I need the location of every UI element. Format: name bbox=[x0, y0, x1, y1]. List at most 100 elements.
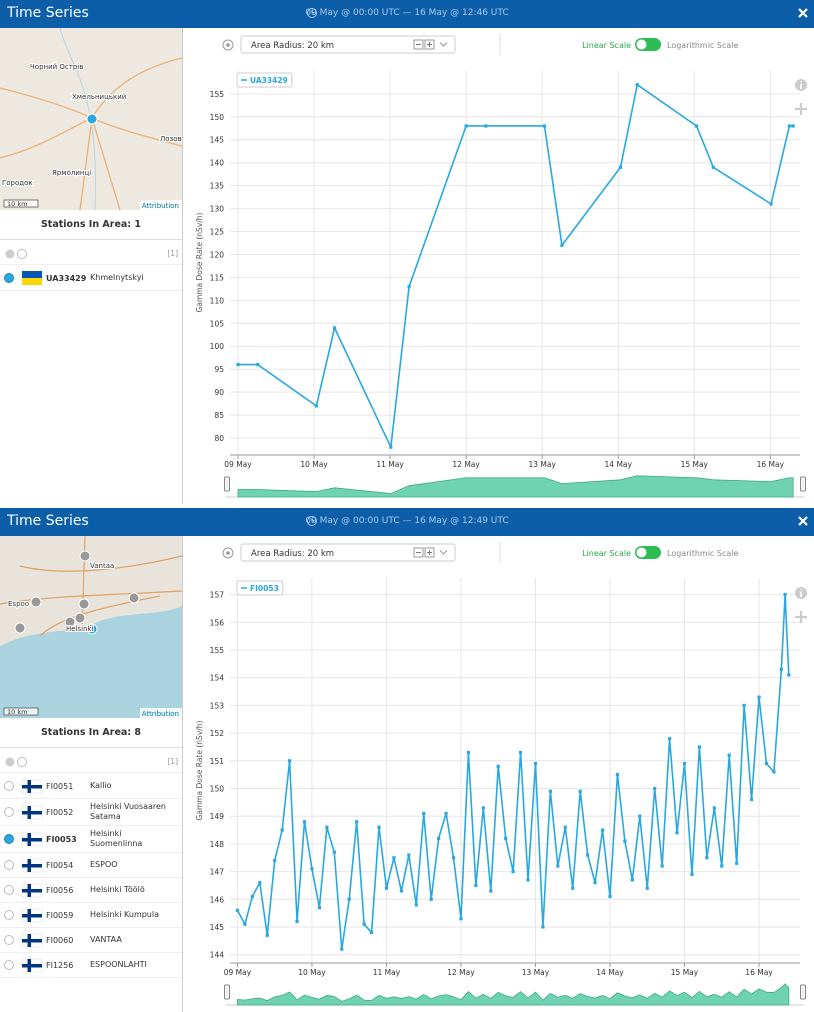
navigator-handle[interactable] bbox=[800, 476, 806, 492]
data-point[interactable] bbox=[749, 797, 754, 802]
data-point[interactable] bbox=[645, 886, 649, 890]
data-point[interactable] bbox=[787, 673, 791, 677]
data-point[interactable] bbox=[764, 761, 769, 766]
station-marker[interactable] bbox=[74, 612, 86, 624]
data-point[interactable] bbox=[735, 861, 739, 865]
radio-all[interactable] bbox=[5, 757, 15, 767]
data-point[interactable] bbox=[399, 889, 403, 893]
navigator-handle[interactable] bbox=[800, 984, 806, 1000]
legend-label[interactable]: UA33429 bbox=[250, 76, 288, 85]
data-point[interactable] bbox=[332, 850, 336, 854]
data-point[interactable] bbox=[288, 759, 292, 763]
data-point[interactable] bbox=[635, 83, 639, 87]
data-point[interactable] bbox=[451, 856, 456, 860]
row-radio[interactable] bbox=[4, 273, 14, 283]
navigator-handle[interactable] bbox=[224, 476, 230, 492]
station-marker[interactable] bbox=[30, 596, 42, 608]
data-point[interactable] bbox=[563, 825, 567, 829]
data-point[interactable] bbox=[258, 881, 262, 885]
data-point[interactable] bbox=[769, 202, 773, 206]
data-point[interactable] bbox=[236, 363, 240, 367]
data-point[interactable] bbox=[464, 124, 468, 128]
data-point[interactable] bbox=[660, 864, 664, 868]
data-point[interactable] bbox=[653, 786, 657, 791]
data-point[interactable] bbox=[638, 814, 642, 818]
data-point[interactable] bbox=[556, 864, 560, 868]
data-point[interactable] bbox=[332, 326, 337, 330]
data-point[interactable] bbox=[791, 124, 795, 128]
data-point[interactable] bbox=[407, 284, 411, 289]
add-icon[interactable] bbox=[795, 103, 807, 115]
data-point[interactable] bbox=[414, 903, 418, 907]
row-radio[interactable] bbox=[4, 807, 14, 817]
map[interactable]: Чорний Острів Хмельницький Лозове Городок Яр… bbox=[0, 28, 182, 210]
data-point[interactable] bbox=[340, 947, 344, 951]
data-point[interactable] bbox=[533, 761, 538, 766]
data-point[interactable] bbox=[317, 906, 322, 910]
data-point[interactable] bbox=[235, 908, 240, 912]
data-point[interactable] bbox=[518, 750, 523, 755]
data-point[interactable] bbox=[310, 867, 314, 871]
radio-none[interactable] bbox=[17, 757, 27, 767]
data-point[interactable] bbox=[280, 828, 284, 832]
station-row[interactable]: FI0053 Helsinki Suomenlinna bbox=[0, 826, 182, 853]
station-marker[interactable] bbox=[79, 550, 91, 562]
data-point[interactable] bbox=[437, 836, 441, 840]
row-radio[interactable] bbox=[4, 834, 14, 844]
data-point[interactable] bbox=[541, 925, 545, 929]
data-point[interactable] bbox=[362, 922, 366, 926]
data-point[interactable] bbox=[779, 667, 783, 672]
data-point[interactable] bbox=[787, 124, 791, 128]
data-point[interactable] bbox=[384, 886, 389, 890]
data-point[interactable] bbox=[369, 930, 374, 935]
data-point[interactable] bbox=[742, 703, 746, 708]
data-point[interactable] bbox=[593, 881, 597, 885]
attribution-link[interactable]: Attribution bbox=[142, 710, 179, 718]
station-row[interactable]: FI0051 Kallio bbox=[0, 774, 182, 799]
station-row[interactable]: FI1256 ESPOONLAHTI bbox=[0, 953, 182, 978]
data-point[interactable] bbox=[697, 745, 702, 749]
data-point[interactable] bbox=[578, 789, 582, 793]
locate-icon[interactable] bbox=[222, 547, 234, 559]
log-scale-label[interactable]: Logarithmic Scale bbox=[667, 549, 738, 558]
radius-select[interactable] bbox=[240, 35, 456, 54]
data-point[interactable] bbox=[757, 695, 761, 699]
add-icon[interactable] bbox=[795, 611, 807, 623]
data-point[interactable] bbox=[243, 922, 247, 926]
data-point[interactable] bbox=[429, 897, 433, 901]
data-point[interactable] bbox=[690, 872, 694, 876]
data-point[interactable] bbox=[256, 363, 260, 367]
station-marker[interactable] bbox=[86, 623, 98, 635]
data-point[interactable] bbox=[392, 856, 396, 860]
data-point[interactable] bbox=[355, 820, 359, 824]
data-point[interactable] bbox=[407, 853, 411, 857]
data-point[interactable] bbox=[459, 917, 463, 921]
data-point[interactable] bbox=[600, 828, 605, 832]
data-point[interactable] bbox=[325, 825, 329, 829]
data-point[interactable] bbox=[783, 593, 787, 597]
data-point[interactable] bbox=[347, 897, 351, 901]
row-radio[interactable] bbox=[4, 781, 14, 791]
radius-select[interactable] bbox=[240, 543, 456, 562]
station-row[interactable]: FI0054 ESPOO bbox=[0, 853, 182, 878]
station-marker[interactable] bbox=[128, 592, 140, 604]
linear-scale-label[interactable]: Linear Scale bbox=[582, 41, 631, 50]
station-row[interactable]: UA33429 Khmelnytskyi bbox=[0, 266, 182, 291]
row-radio[interactable] bbox=[4, 935, 14, 945]
row-radio[interactable] bbox=[4, 910, 14, 920]
linear-scale-label[interactable]: Linear Scale bbox=[582, 549, 631, 558]
row-radio[interactable] bbox=[4, 860, 14, 870]
data-point[interactable] bbox=[273, 858, 277, 863]
data-point[interactable] bbox=[571, 886, 575, 890]
data-point[interactable] bbox=[623, 839, 627, 843]
station-marker[interactable] bbox=[86, 113, 98, 125]
data-point[interactable] bbox=[489, 889, 493, 893]
station-row[interactable]: FI0052 Helsinki Vuosaaren Satama bbox=[0, 799, 182, 826]
data-point[interactable] bbox=[542, 124, 547, 128]
navigator-handle[interactable] bbox=[224, 984, 230, 1000]
row-radio[interactable] bbox=[4, 960, 14, 970]
data-point[interactable] bbox=[548, 789, 552, 793]
attribution-link[interactable]: Attribution bbox=[142, 202, 179, 210]
data-point[interactable] bbox=[302, 820, 307, 824]
legend-label[interactable]: FI0053 bbox=[250, 584, 279, 593]
